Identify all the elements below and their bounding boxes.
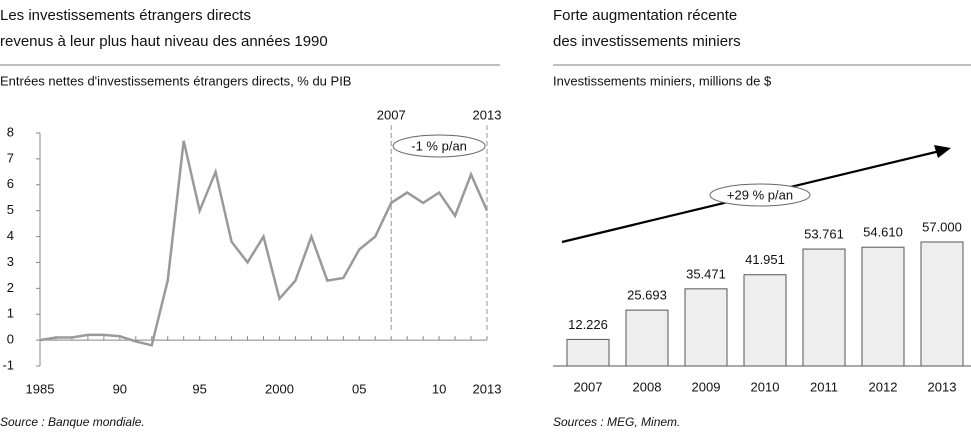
chart-title: Forte augmentation récente	[553, 7, 737, 24]
x-tick-label: 90	[113, 381, 127, 396]
x-tick-label: 2009	[692, 379, 721, 394]
value-label: 12.226	[568, 317, 608, 332]
y-tick-label: 8	[7, 124, 14, 139]
x-tick-label: 1985	[26, 381, 55, 396]
arrow-head	[934, 145, 951, 158]
y-tick-label: 2	[7, 280, 14, 295]
chart-title: revenus à leur plus haut niveau des anné…	[0, 33, 328, 50]
bar	[684, 288, 728, 367]
source: Source : Banque mondiale.	[0, 415, 145, 429]
x-tick-label: 95	[192, 381, 206, 396]
value-label: 25.693	[627, 288, 667, 303]
chart-subtitle: Investissements miniers, millions de $	[553, 73, 772, 88]
bar	[802, 248, 846, 367]
x-tick-label: 2011	[810, 379, 838, 394]
chart-subtitle: Entrées nettes d'investissements étrange…	[0, 73, 351, 88]
highlight-label: 2007	[377, 107, 406, 122]
x-tick-label: 2008	[633, 379, 662, 394]
bar	[743, 274, 787, 367]
annotation: -1 % p/an	[411, 138, 467, 153]
x-tick-label: 05	[352, 381, 366, 396]
y-tick-label: 5	[7, 202, 14, 217]
y-tick-label: 4	[7, 228, 14, 243]
value-label: 53.761	[804, 226, 844, 241]
value-label: 35.471	[686, 266, 726, 281]
y-tick-label: 0	[7, 332, 14, 347]
x-tick-label: 2010	[751, 379, 780, 394]
bar	[920, 241, 964, 367]
value-label: 54.610	[863, 225, 903, 240]
y-tick-label: 7	[7, 150, 14, 165]
annotation-oval	[392, 134, 486, 158]
x-tick-label: 2000	[265, 381, 294, 396]
bar	[861, 246, 905, 367]
source: Sources : MEG, Minem.	[553, 415, 680, 429]
y-tick-label: 3	[7, 254, 14, 269]
x-tick-label: 2013	[928, 379, 957, 394]
x-tick-label: 2013	[473, 381, 502, 396]
bar	[625, 309, 669, 367]
x-tick-label: 2007	[574, 379, 603, 394]
x-tick-label: 2012	[869, 379, 898, 394]
annotation: +29 % p/an	[727, 187, 793, 202]
y-tick-label: 6	[7, 176, 14, 191]
y-tick-label: 1	[7, 306, 14, 321]
chart-title: Les investissements étrangers directs	[0, 7, 251, 24]
x-tick-label: 10	[432, 381, 446, 396]
bar	[566, 338, 610, 367]
annotation-oval	[709, 183, 811, 207]
value-label: 57.000	[922, 219, 962, 234]
chart-title: des investissements miniers	[553, 33, 741, 50]
value-label: 41.951	[745, 252, 785, 267]
y-tick-label: -1	[2, 357, 14, 372]
data-line	[39, 140, 489, 347]
highlight-label: 2013	[473, 107, 502, 122]
